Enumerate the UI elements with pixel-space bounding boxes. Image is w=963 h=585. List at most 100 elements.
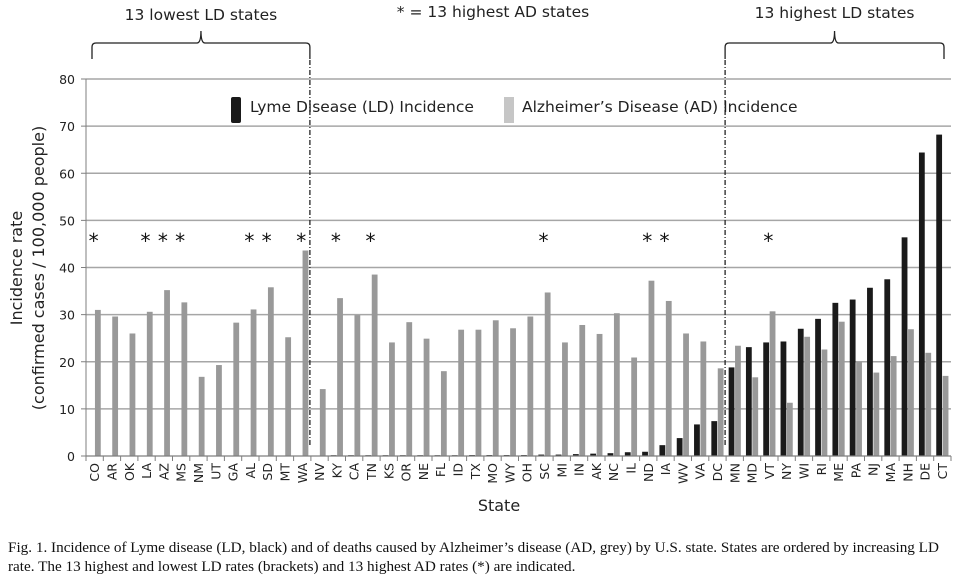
x-tick-label: NJ [866,463,881,476]
bar-ad [786,402,793,456]
x-tick-label: DE [918,463,933,481]
asterisk-marker: * [141,229,151,253]
y-tick-label: 10 [59,402,75,417]
y-axis: 0 10 20 30 40 50 60 70 80 [59,72,87,464]
bar-ad [216,365,222,456]
bar-ad [510,328,516,456]
x-tick-label: NH [900,463,915,482]
y-axis-label-line1: Incidence rate [7,211,26,325]
bar-ad [267,287,274,456]
bar-ad [475,329,482,456]
x-tick-label: NM [191,463,206,483]
x-tick-label: DC [710,463,725,482]
bar-ld [676,438,683,456]
x-tick-label: NC [606,463,621,481]
y-tick-label: 40 [59,261,75,276]
bar-ld [815,318,821,456]
bar-ld [538,454,545,456]
bar-ad [112,316,119,456]
y-tick-label: 0 [67,449,75,464]
bar-ad [752,377,759,456]
bar-ad [94,309,101,456]
bar-ld [728,367,735,456]
x-tick-label: WA [295,463,310,484]
x-tick-label: MO [485,463,500,484]
y-tick-label: 80 [59,72,75,87]
bar-ld [694,424,700,456]
x-tick-label: IN [572,463,587,476]
y-tick-label: 50 [59,213,75,228]
asterisk-marker: * [244,229,254,253]
bar-ad [804,336,811,456]
x-tick-label: MD [745,463,760,483]
bar-ad [319,389,326,456]
x-tick-label: AR [104,463,119,481]
x-axis: CO AR OK LA AZ MS NM UT GA AL SD MT WA NV KY CA TN KS OR NE… [85,455,952,484]
bar-ad [233,322,240,456]
x-tick-label: OK [122,462,137,481]
x-tick-label: NV [312,463,327,481]
bar-ld [624,452,631,456]
bar-ad [856,361,862,456]
y-tick-label: 70 [59,119,75,134]
y-tick-label: 20 [59,355,75,370]
x-tick-label: ID [450,463,465,476]
x-tick-label: KY [329,463,344,479]
x-tick-label: IL [623,463,638,474]
bar-ad [423,338,430,456]
asterisk-marker: * [642,229,652,253]
asterisk-marker: * [262,229,272,253]
bracket-label-lowest: 13 lowest LD states [125,6,278,24]
bar-ad [942,375,949,456]
asterisk-marker: * [89,229,99,253]
legend-swatch-ld [231,97,241,123]
x-tick-label: KS [381,463,396,479]
bar-ad [198,376,205,456]
legend-label-ld: Lyme Disease (LD) Incidence [250,98,474,116]
x-axis-label: State [478,496,520,515]
bar-ad [735,345,741,456]
x-tick-label: MS [174,463,189,482]
asterisk-marker: * [175,229,185,253]
x-tick-label: NE [416,463,431,480]
bar-ad [613,313,620,456]
bar-ld [849,299,856,456]
x-tick-label: ME [831,463,846,482]
bar-ad [579,324,586,456]
bar-ad [527,316,534,456]
legend-swatch-ad [504,97,514,123]
bar-ld [901,237,908,456]
x-tick-label: AZ [156,463,171,480]
x-tick-label: AK [589,462,604,480]
bar-ad [164,290,170,456]
bar-ld [607,453,614,456]
bar-ld [884,279,891,456]
bar-ad [665,300,672,456]
bar-ad [146,311,153,456]
x-tick-label: FL [433,463,448,477]
bar-ad [890,356,897,456]
bar-ad [406,322,413,456]
x-tick-label: VA [693,463,708,480]
bar-ad [838,321,845,456]
bar-ad [250,309,257,456]
x-tick-label: TN [364,463,379,481]
bar-ld [763,342,770,456]
bar-ld [918,152,925,456]
bracket-label-highest: 13 highest LD states [755,4,915,22]
asterisk-marker: * [158,229,168,253]
x-tick-label: OR [399,463,414,482]
legend-label-ad: Alzheimer’s Disease (AD) Incidence [522,98,798,116]
bar-ad [458,329,465,456]
x-tick-label: MA [883,463,898,483]
bar-ld [642,451,648,456]
y-axis-label-line2: (confirmed cases / 100,000 people) [29,126,48,410]
bar-ad [700,341,707,456]
bar-ld [659,445,666,456]
x-tick-label: ND [641,463,656,482]
bar-ad [648,280,655,456]
asterisk-legend-note: * = 13 highest AD states [397,3,589,21]
x-tick-label: UT [208,463,223,480]
x-tick-label: PA [848,463,863,479]
bar-ad [440,371,447,456]
